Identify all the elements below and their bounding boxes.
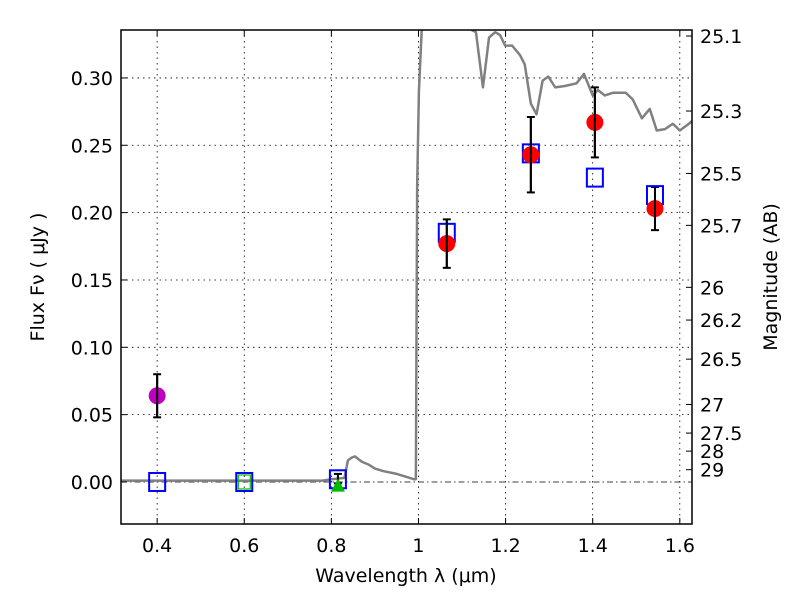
x-axis-label: Wavelength λ (μm) xyxy=(315,565,496,587)
y-tick-label: 0.10 xyxy=(71,337,113,359)
y-right-tick-label: 26 xyxy=(700,277,724,299)
y-right-tick-label: 27.5 xyxy=(700,423,742,445)
x-tick-label: 1.6 xyxy=(665,535,695,557)
y-right-tick-label: 27 xyxy=(700,394,724,416)
x-axis: 0.4 0.6 0.8 1 1.2 1.4 1.6 xyxy=(142,30,695,557)
x-tick-label: 1 xyxy=(412,535,424,557)
y-tick-label: 0.30 xyxy=(71,68,113,90)
x-tick-label: 1.4 xyxy=(578,535,608,557)
non-detection-square xyxy=(237,474,251,490)
observed-flux-triangle xyxy=(330,478,345,492)
y-right-tick-label: 29 xyxy=(700,460,724,482)
y-right-tick-label: 25.5 xyxy=(700,163,742,185)
x-tick-label: 0.4 xyxy=(142,535,172,557)
y-axis-right-label: Magnitude (AB) xyxy=(760,203,782,351)
y-right-tick-label: 25.3 xyxy=(700,101,742,123)
y-right-tick-label: 26.2 xyxy=(700,310,742,332)
y-right-tick-label: 25.7 xyxy=(700,215,742,237)
y-tick-label: 0.05 xyxy=(71,405,113,427)
y-right-tick-label: 25.1 xyxy=(700,26,742,48)
model-photometry-square xyxy=(148,471,167,492)
x-tick-label: 0.8 xyxy=(316,535,346,557)
plot-frame xyxy=(120,29,693,525)
y-right-tick-label: 28 xyxy=(700,441,724,463)
model-photometry-square xyxy=(235,471,254,492)
y-tick-label: 0.20 xyxy=(71,203,113,225)
y-tick-label: 0.00 xyxy=(71,472,113,494)
y-tick-label: 0.25 xyxy=(71,135,113,157)
y-tick-label: 0.15 xyxy=(71,270,113,292)
y-axis-left: 0.00 0.05 0.10 0.15 0.20 0.25 0.30 xyxy=(71,68,127,494)
y-right-tick-label: 26.5 xyxy=(700,349,742,371)
y-axis-label: Flux Fν ( μJy ) xyxy=(27,213,49,342)
plot-area xyxy=(121,30,692,492)
model-photometry-square xyxy=(585,167,604,188)
x-tick-label: 0.6 xyxy=(229,535,259,557)
model-sed-line xyxy=(121,30,692,482)
grid-lines xyxy=(121,30,692,524)
x-tick-label: 1.2 xyxy=(490,535,520,557)
